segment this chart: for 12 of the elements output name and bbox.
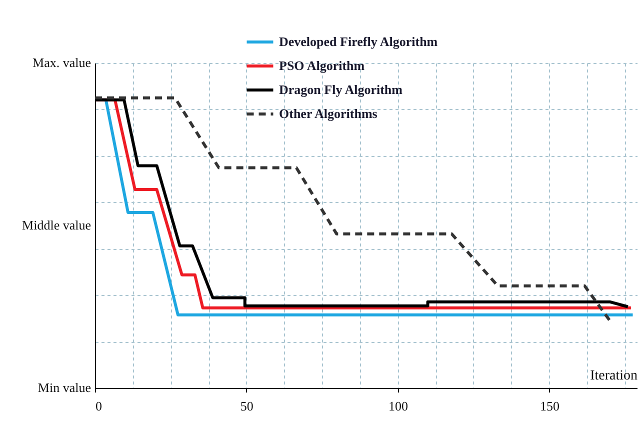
legend-label: Developed Firefly Algorithm — [279, 34, 438, 49]
text: Min value — [38, 380, 92, 395]
legend-label: Other Algorithms — [279, 106, 378, 121]
text: Max. value — [32, 55, 92, 70]
legend-label: Dragon Fly Algorithm — [279, 82, 403, 97]
x-tick-label: 0 — [96, 398, 102, 414]
legend-label: PSO Algorithm — [279, 58, 365, 73]
x-tick-label: 150 — [540, 398, 560, 414]
text: Middle value — [22, 218, 92, 232]
x-tick-label: 100 — [388, 398, 408, 414]
x-tick-label: 50 — [240, 398, 254, 414]
x-axis-title: Iteration — [590, 368, 638, 384]
